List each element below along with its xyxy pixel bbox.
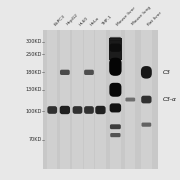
Text: HeLa: HeLa — [90, 16, 100, 26]
FancyBboxPatch shape — [110, 103, 121, 112]
Text: HepG2: HepG2 — [66, 13, 79, 26]
FancyBboxPatch shape — [110, 40, 121, 43]
Text: 180KD: 180KD — [26, 70, 42, 75]
Bar — [95, 30, 106, 169]
FancyBboxPatch shape — [141, 96, 152, 103]
Text: 300KD: 300KD — [26, 39, 42, 44]
Text: 250KD: 250KD — [26, 52, 42, 57]
FancyBboxPatch shape — [110, 124, 121, 129]
FancyBboxPatch shape — [109, 83, 121, 97]
Text: Rat liver: Rat liver — [147, 10, 163, 26]
FancyBboxPatch shape — [60, 70, 70, 75]
FancyBboxPatch shape — [141, 66, 152, 79]
Text: HL60: HL60 — [78, 15, 89, 26]
FancyBboxPatch shape — [84, 70, 94, 75]
Text: C3: C3 — [162, 70, 170, 75]
Bar — [110, 40, 121, 41]
FancyBboxPatch shape — [109, 58, 122, 76]
Bar — [47, 30, 57, 169]
FancyBboxPatch shape — [110, 43, 121, 52]
Bar — [110, 30, 121, 169]
FancyBboxPatch shape — [125, 98, 135, 102]
Text: 130KD: 130KD — [26, 87, 42, 92]
Bar — [110, 38, 121, 39]
FancyBboxPatch shape — [95, 106, 106, 114]
Text: 70KD: 70KD — [29, 138, 42, 143]
Text: Mouse liver: Mouse liver — [116, 6, 137, 26]
Bar — [43, 30, 158, 169]
FancyBboxPatch shape — [47, 106, 57, 114]
Bar — [84, 30, 94, 169]
Text: C3-α: C3-α — [162, 97, 176, 102]
FancyBboxPatch shape — [60, 106, 70, 114]
Bar — [109, 38, 122, 60]
FancyBboxPatch shape — [141, 123, 151, 127]
FancyBboxPatch shape — [73, 106, 82, 114]
Text: THP-1: THP-1 — [101, 14, 113, 26]
Text: 100KD: 100KD — [26, 109, 42, 114]
Bar — [60, 30, 70, 169]
FancyBboxPatch shape — [110, 133, 121, 137]
Bar — [125, 30, 136, 169]
Text: Mouse lung: Mouse lung — [131, 6, 152, 26]
Text: BxPC3: BxPC3 — [53, 14, 66, 26]
Bar — [141, 30, 152, 169]
Bar — [72, 30, 83, 169]
FancyBboxPatch shape — [84, 106, 94, 114]
FancyBboxPatch shape — [110, 37, 121, 39]
